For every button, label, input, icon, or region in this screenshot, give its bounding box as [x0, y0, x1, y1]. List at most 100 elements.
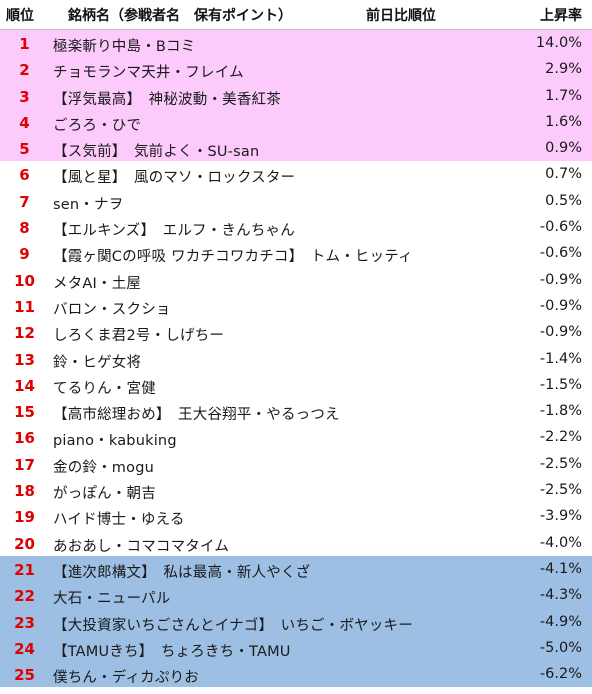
name-cell: てるりん・宮健 [53, 380, 156, 397]
rate-cell: -1.8% [539, 403, 582, 420]
rate-cell: -0.6% [539, 219, 582, 236]
table-row: 11 バロン・スクショ -0.9% [0, 293, 592, 319]
table-row: 3 【浮気最高】 神秘波動・美香紅茶 1.7% [0, 82, 592, 109]
rank-cell: 5 [19, 140, 30, 159]
rank-cell: 4 [19, 113, 30, 132]
name-cell: 【エルキンズ】 エルフ・きんちゃん [53, 223, 295, 240]
rank-cell: 17 [14, 455, 35, 474]
rate-cell: -4.9% [539, 613, 582, 630]
rate-cell: -3.9% [539, 508, 582, 525]
rank-cell: 20 [14, 534, 35, 553]
name-cell: 金の鈴・mogu [53, 459, 154, 476]
table-header: 順位 銘柄名（参戦者名 保有ポイント） 前日比順位 上昇率 [0, 0, 592, 30]
table-row: 13 鈴・ヒゲ女将 -1.4% [0, 346, 592, 372]
name-cell: チョモランマ天井・フレイム [53, 65, 244, 82]
rank-cell: 13 [14, 350, 35, 369]
name-cell: がっぽん・朝吉 [53, 486, 156, 503]
table-row: 5 【ス気前】 気前よく・SU-san 0.9% [0, 135, 592, 162]
name-cell: あおあし・コマコマタイム [53, 538, 230, 555]
table-row: 2 チョモランマ天井・フレイム 2.9% [0, 56, 592, 83]
rate-cell: 0.7% [545, 166, 582, 183]
rate-cell: -0.9% [539, 271, 582, 288]
rate-cell: -4.1% [539, 560, 582, 577]
rank-cell: 18 [14, 482, 35, 501]
rate-cell: -4.3% [539, 587, 582, 604]
rate-cell: 2.9% [545, 61, 582, 78]
rate-cell: 0.5% [545, 192, 582, 209]
rank-cell: 12 [14, 324, 35, 343]
rank-cell: 16 [14, 429, 35, 448]
table-row: 19 ハイド博士・ゆえる -3.9% [0, 503, 592, 529]
table-row: 14 てるりん・宮健 -1.5% [0, 372, 592, 398]
name-cell: 【風と星】 風のマソ・ロックスター [53, 170, 296, 187]
name-cell: 【高市総理おめ】 王大谷翔平・やるっつえ [53, 407, 340, 424]
name-cell: 【霞ヶ関Cの呼吸 ワカチコワカチコ】 トム・ヒッティ [53, 249, 413, 266]
rank-cell: 8 [19, 219, 30, 238]
table-row: 22 大石・ニューパル -4.3% [0, 582, 592, 609]
table-body: 1 極楽斬り中島・Bコミ 14.0% 2 チョモランマ天井・フレイム 2.9% 3 【浮気最高… [0, 30, 592, 688]
table-row: 4 ごろろ・ひで 1.6% [0, 108, 592, 136]
rate-cell: -0.9% [539, 324, 582, 341]
name-cell: 【進次郎構文】 私は最高・新人やくざ [53, 564, 311, 581]
rate-cell: 1.6% [545, 113, 582, 130]
rank-cell: 14 [14, 376, 35, 395]
name-cell: しろくま君2号・しげちー [53, 328, 225, 345]
table-row: 6 【風と星】 風のマソ・ロックスター 0.7% [0, 161, 592, 187]
table-row: 10 メタAI・土屋 -0.9% [0, 267, 592, 293]
rank-cell: 9 [19, 245, 30, 264]
rate-cell: -1.4% [539, 350, 582, 367]
header-name: 銘柄名（参戦者名 保有ポイント） [68, 8, 292, 24]
table-row: 1 極楽斬り中島・Bコミ 14.0% [0, 30, 592, 57]
table-row: 24 【TAMUきち】 ちょろきち・TAMU -5.0% [0, 634, 592, 662]
name-cell: 極楽斬り中島・Bコミ [53, 39, 196, 55]
rank-cell: 22 [14, 587, 35, 606]
table-row: 25 僕ちん・ディカぷりお -6.2% [0, 661, 592, 688]
rank-cell: 10 [14, 271, 35, 290]
rate-cell: -5.0% [539, 639, 582, 656]
rate-cell: -1.5% [539, 376, 582, 393]
table-row: 23 【大投資家いちごさんとイナゴ】 いちご・ボヤッキー -4.9% [0, 608, 592, 635]
rank-cell: 23 [14, 613, 35, 632]
rank-cell: 6 [19, 166, 30, 185]
name-cell: バロン・スクショ [53, 301, 171, 318]
rate-cell: 0.9% [545, 140, 582, 157]
table-row: 20 あおあし・コマコマタイム -4.0% [0, 530, 592, 556]
rank-cell: 11 [14, 297, 35, 316]
table-row: 16 piano・kabuking -2.2% [0, 424, 592, 450]
rate-cell: -2.5% [539, 455, 582, 472]
header-rank: 順位 [6, 8, 34, 24]
rate-cell: -2.5% [539, 482, 582, 499]
rate-cell: 14.0% [535, 35, 582, 51]
name-cell: 【TAMUきち】 ちょろきち・TAMU [53, 643, 291, 660]
rank-cell: 25 [14, 666, 35, 685]
name-cell: 【大投資家いちごさんとイナゴ】 いちご・ボヤッキー [53, 617, 413, 634]
rank-cell: 24 [14, 639, 35, 658]
table-row: 21 【進次郎構文】 私は最高・新人やくざ -4.1% [0, 555, 592, 583]
rate-cell: -0.9% [539, 297, 582, 314]
rate-cell: -0.6% [539, 245, 582, 262]
table-row: 7 sen・ナヲ 0.5% [0, 188, 592, 214]
name-cell: ハイド博士・ゆえる [53, 512, 185, 529]
table-row: 18 がっぽん・朝吉 -2.5% [0, 477, 592, 503]
header-rate: 上昇率 [540, 8, 582, 24]
rank-cell: 19 [14, 508, 35, 527]
rank-cell: 15 [14, 403, 35, 422]
name-cell: sen・ナヲ [53, 196, 124, 213]
table-row: 12 しろくま君2号・しげちー -0.9% [0, 319, 592, 345]
table-row: 17 金の鈴・mogu -2.5% [0, 451, 592, 477]
name-cell: メタAI・土屋 [53, 275, 142, 292]
rank-cell: 21 [14, 560, 35, 579]
rank-cell: 7 [19, 192, 30, 211]
name-cell: ごろろ・ひで [53, 117, 142, 134]
rank-cell: 2 [19, 61, 30, 80]
name-cell: 僕ちん・ディカぷりお [53, 670, 199, 687]
rate-cell: -4.0% [539, 534, 582, 551]
table-row: 9 【霞ヶ関Cの呼吸 ワカチコワカチコ】 トム・ヒッティ -0.6% [0, 240, 592, 266]
rate-cell: -6.2% [539, 666, 582, 683]
table-row: 15 【高市総理おめ】 王大谷翔平・やるっつえ -1.8% [0, 398, 592, 424]
rate-cell: 1.7% [545, 87, 582, 104]
name-cell: 【ス気前】 気前よく・SU-san [53, 144, 260, 161]
name-cell: 【浮気最高】 神秘波動・美香紅茶 [53, 91, 281, 108]
header-prev-rank: 前日比順位 [366, 8, 436, 24]
